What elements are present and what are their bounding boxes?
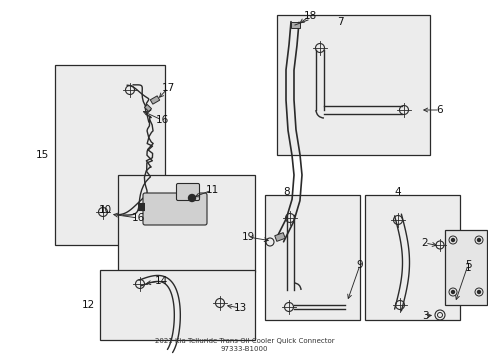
Bar [274, 233, 285, 241]
Text: 4: 4 [394, 187, 401, 197]
Text: 6: 6 [436, 105, 443, 115]
Text: 16: 16 [155, 115, 168, 125]
Text: 15: 15 [35, 150, 48, 160]
Bar [290, 22, 299, 28]
Text: 7: 7 [336, 17, 343, 27]
Bar [364, 195, 459, 320]
Text: 12: 12 [81, 300, 95, 310]
Circle shape [450, 239, 453, 242]
Text: 9: 9 [356, 260, 363, 270]
Text: 17: 17 [161, 83, 174, 93]
Text: 3: 3 [421, 311, 427, 321]
Circle shape [188, 194, 195, 202]
Bar [118, 175, 254, 272]
Text: 8: 8 [283, 187, 290, 197]
Text: 16: 16 [131, 213, 144, 223]
Text: 2: 2 [421, 238, 427, 248]
Bar [264, 195, 359, 320]
Bar [55, 65, 164, 245]
FancyBboxPatch shape [176, 184, 199, 201]
Bar [276, 15, 429, 155]
Text: 18: 18 [303, 11, 316, 21]
Text: 1: 1 [464, 263, 470, 273]
Circle shape [476, 291, 480, 293]
Text: 2021 Kia Telluride Trans Oil Cooler Quick Connector
97333-B1000: 2021 Kia Telluride Trans Oil Cooler Quic… [154, 338, 334, 352]
Circle shape [450, 291, 453, 293]
Text: 19: 19 [241, 232, 254, 242]
Text: 10: 10 [98, 205, 111, 215]
Circle shape [476, 239, 480, 242]
Text: 13: 13 [233, 303, 246, 313]
Bar [150, 96, 160, 104]
Text: 11: 11 [205, 185, 218, 195]
Bar [100, 270, 254, 340]
Text: 5: 5 [464, 260, 470, 270]
Text: 14: 14 [154, 276, 167, 286]
Bar [144, 104, 151, 112]
Bar [444, 230, 486, 305]
FancyBboxPatch shape [142, 193, 206, 225]
